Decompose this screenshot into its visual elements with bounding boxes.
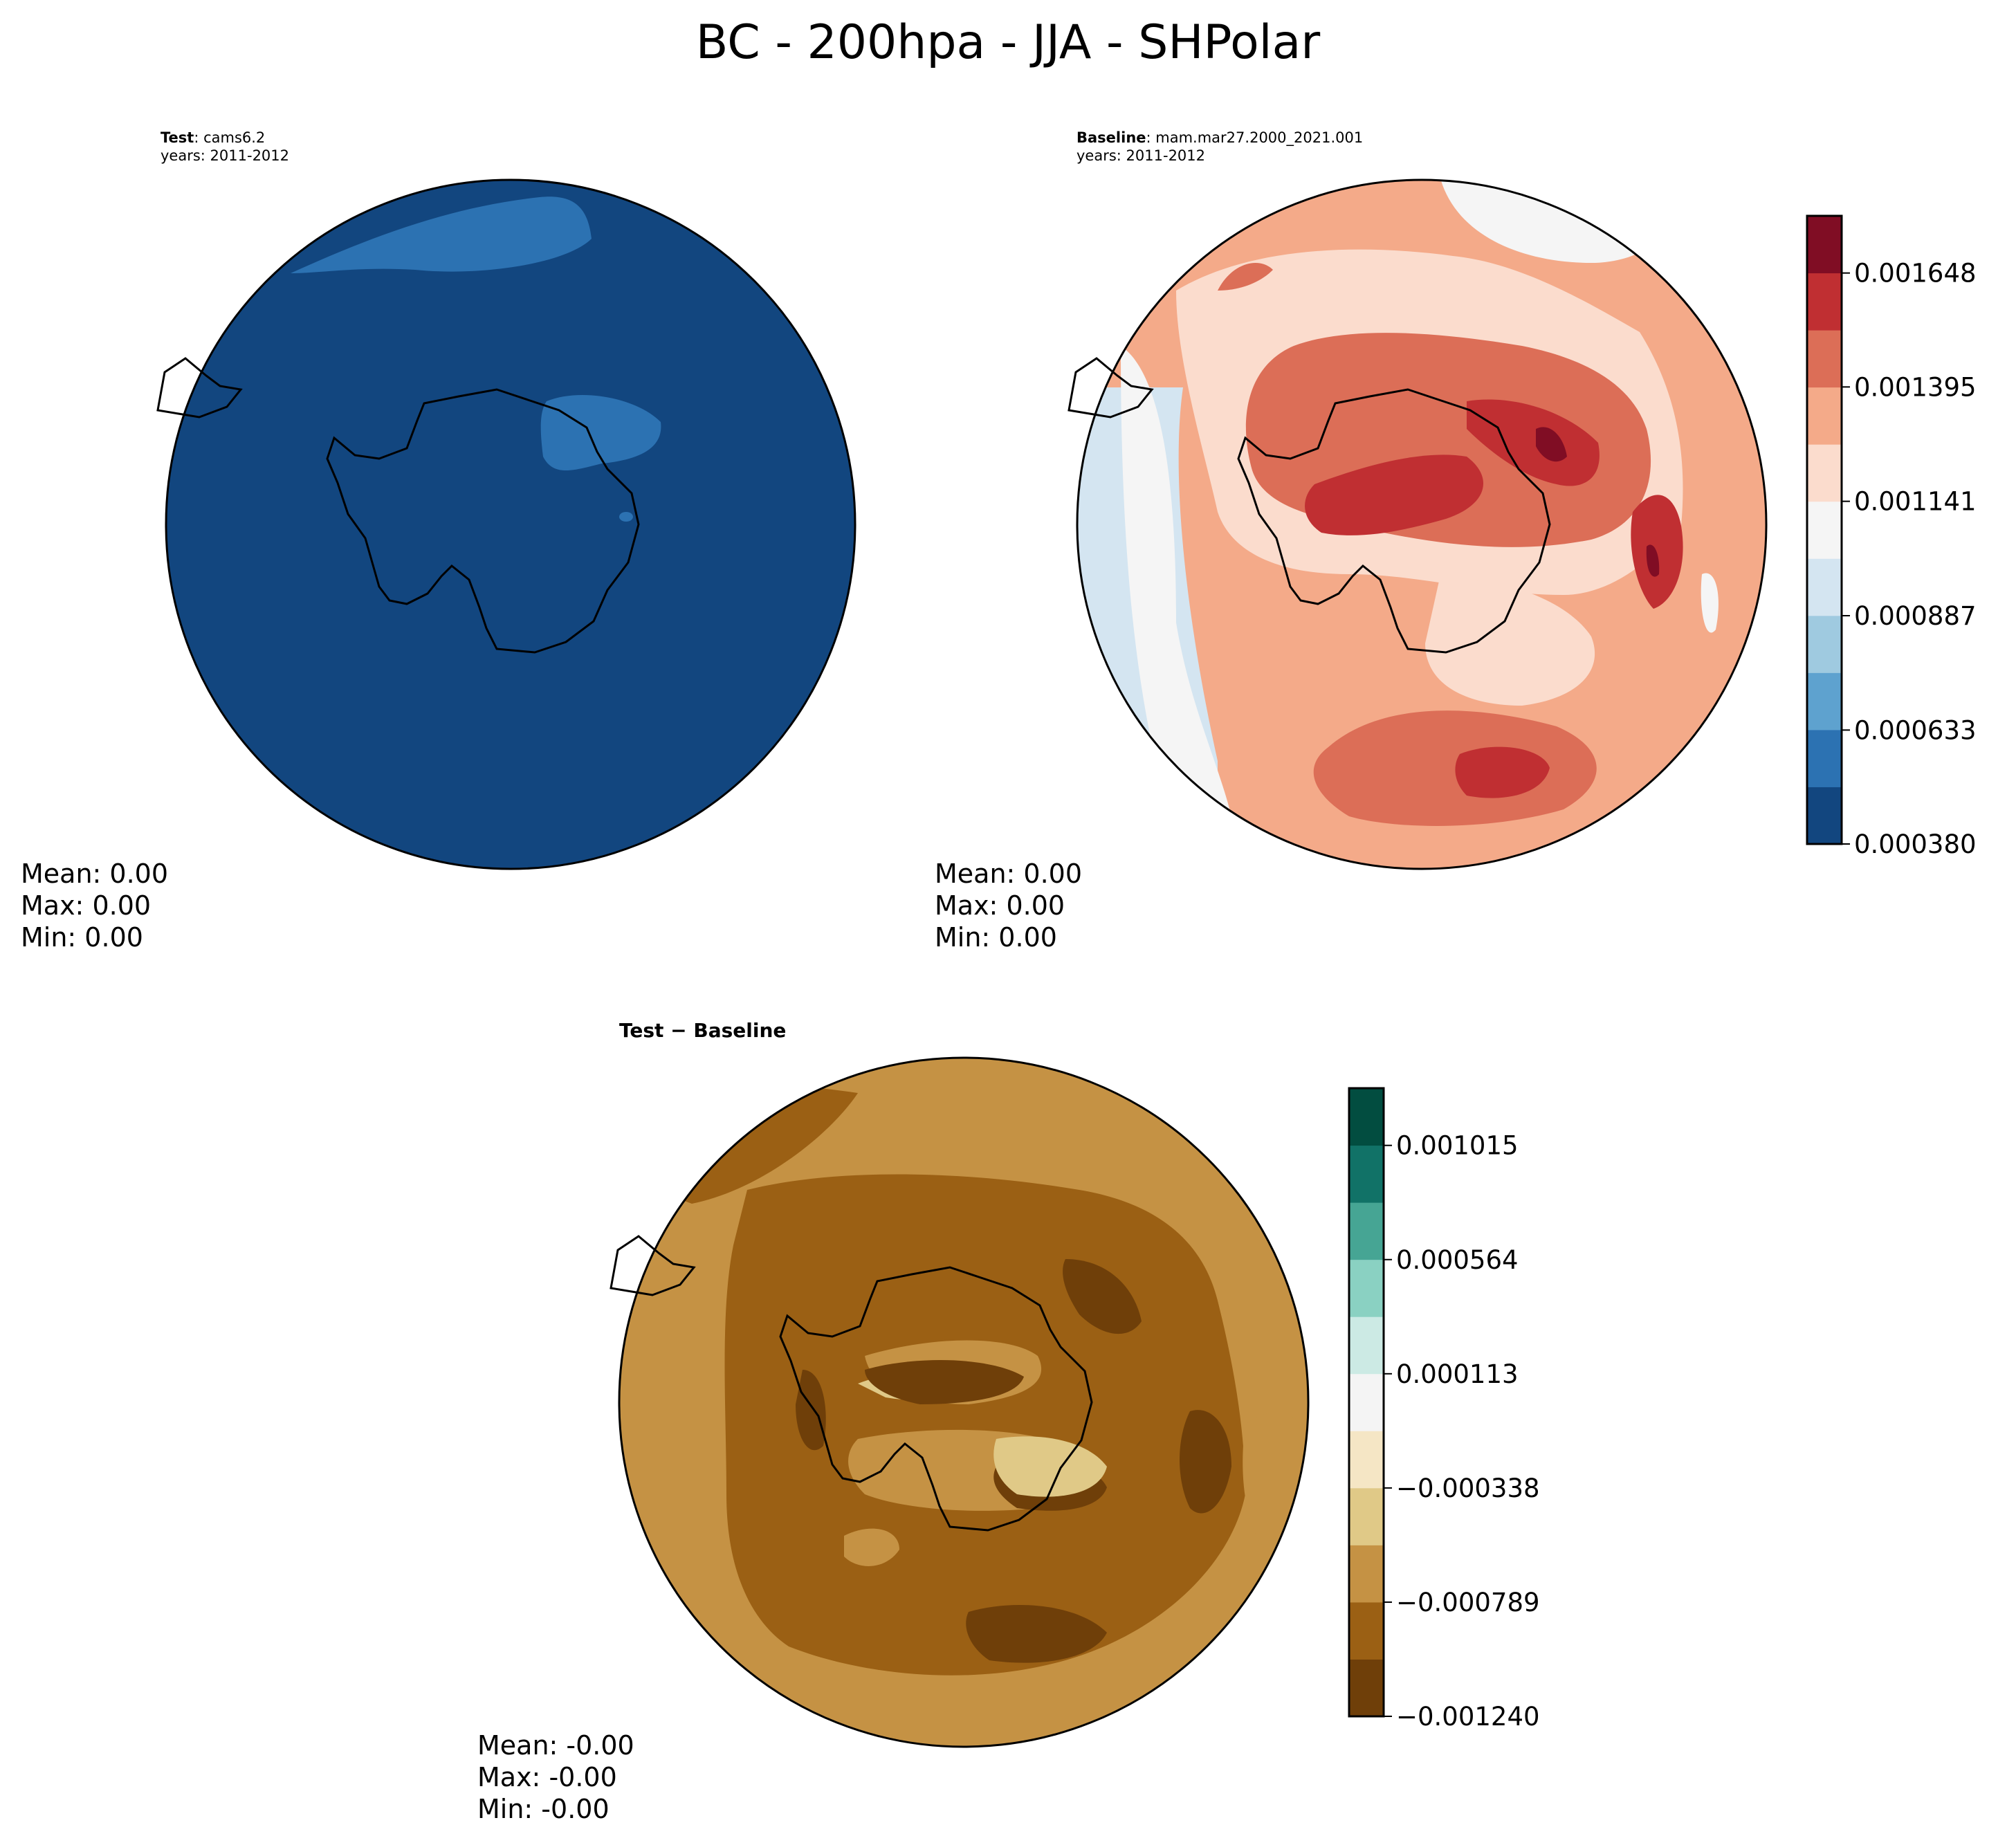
difference-map-low-left bbox=[796, 1370, 826, 1451]
difference-colorbar-level-5 bbox=[1349, 1373, 1384, 1431]
baseline-colorbar-level-1 bbox=[1807, 729, 1842, 787]
difference-title: Test − Baseline bbox=[619, 1019, 787, 1042]
difference-map-lighter-south bbox=[993, 1436, 1107, 1497]
difference-map-light-patch bbox=[844, 1528, 899, 1566]
difference-map-low-band bbox=[865, 1360, 1024, 1404]
baseline-stats: Mean: 0.00 Max: 0.00 Min: 0.00 bbox=[935, 858, 1082, 953]
difference-colorbar-level-10 bbox=[1349, 1088, 1384, 1146]
baseline-map bbox=[1067, 178, 1768, 870]
baseline-map-high-band bbox=[1305, 455, 1483, 535]
baseline-colorbar-tick-label: 0.000380 bbox=[1854, 829, 1977, 859]
difference-colorbar-tick-label: 0.001015 bbox=[1396, 1131, 1519, 1161]
difference-colorbar-level-9 bbox=[1349, 1145, 1384, 1203]
difference-colorbar-level-6 bbox=[1349, 1316, 1384, 1375]
difference-map-border bbox=[618, 1056, 1310, 1748]
difference-colorbar-level-2 bbox=[1349, 1545, 1384, 1603]
difference-map bbox=[610, 1056, 1310, 1748]
figure-title: BC - 200hpa - JJA - SHPolar bbox=[695, 15, 1321, 70]
baseline-map-high-right bbox=[1631, 495, 1683, 609]
baseline-colorbar-tick-label: 0.000887 bbox=[1854, 601, 1977, 631]
test-map bbox=[156, 178, 856, 870]
baseline-map-peak-north bbox=[1536, 427, 1567, 462]
baseline-colorbar-tick-label: 0.001141 bbox=[1854, 487, 1977, 517]
difference-max: Max: -0.00 bbox=[477, 1762, 617, 1792]
baseline-case-name: : mam.mar27.2000_2021.001 bbox=[1146, 129, 1364, 146]
baseline-years: years: 2011-2012 bbox=[1076, 147, 1206, 164]
baseline-colorbar-tick-label: 0.001395 bbox=[1854, 372, 1977, 402]
difference-map-low-right bbox=[1180, 1410, 1231, 1514]
difference-map-light-east bbox=[1243, 1413, 1308, 1550]
baseline-colorbar: 0.000380 0.000633 0.000887 0.001141 0.001395… bbox=[1806, 214, 1977, 859]
baseline-map-mid-north bbox=[1218, 263, 1273, 291]
difference-min: Min: -0.00 bbox=[477, 1794, 610, 1824]
baseline-colorbar-level-4 bbox=[1807, 558, 1842, 616]
difference-mean: Mean: -0.00 bbox=[477, 1730, 634, 1761]
test-map-fill bbox=[166, 180, 855, 869]
baseline-map-mid-south bbox=[1313, 710, 1597, 826]
test-min: Min: 0.00 bbox=[21, 922, 143, 953]
difference-colorbar-level-7 bbox=[1349, 1259, 1384, 1317]
difference-colorbar-level-3 bbox=[1349, 1487, 1384, 1545]
test-years: years: 2011-2012 bbox=[161, 147, 290, 164]
difference-colorbar-level-0 bbox=[1349, 1659, 1384, 1717]
difference-colorbar-level-4 bbox=[1349, 1431, 1384, 1489]
baseline-colorbar-level-5 bbox=[1807, 501, 1842, 559]
test-map-patch-east-antarctica bbox=[540, 395, 661, 470]
difference-colorbar-tick-label: −0.000338 bbox=[1396, 1474, 1540, 1503]
baseline-colorbar-level-8 bbox=[1807, 330, 1842, 388]
test-label: Test bbox=[161, 129, 194, 146]
difference-map-low-far-south bbox=[966, 1605, 1107, 1663]
difference-colorbar-tick-label: 0.000113 bbox=[1396, 1359, 1519, 1389]
test-map-border bbox=[165, 178, 856, 870]
baseline-map-peak-right bbox=[1646, 544, 1660, 577]
test-panel-header: Test: cams6.2 years: 2011-2012 bbox=[161, 129, 289, 165]
test-max: Max: 0.00 bbox=[21, 890, 152, 921]
difference-colorbar-tick-label: −0.000789 bbox=[1396, 1588, 1540, 1617]
baseline-map-light-center bbox=[1425, 580, 1595, 706]
baseline-map-high-south bbox=[1455, 746, 1550, 798]
test-mean: Mean: 0.00 bbox=[21, 859, 169, 889]
difference-colorbar-outline bbox=[1348, 1087, 1385, 1718]
test-map-patch-small bbox=[619, 512, 633, 522]
baseline-colorbar-level-6 bbox=[1807, 444, 1842, 502]
difference-colorbar-level-1 bbox=[1349, 1601, 1384, 1660]
baseline-colorbar-level-7 bbox=[1807, 387, 1842, 445]
baseline-map-high-east bbox=[1467, 399, 1600, 486]
baseline-map-neutral-east bbox=[1701, 573, 1719, 633]
baseline-colorbar-level-3 bbox=[1807, 615, 1842, 673]
test-map-patch-north bbox=[291, 196, 592, 273]
difference-stats: Mean: -0.00 Max: -0.00 Min: -0.00 bbox=[477, 1729, 634, 1825]
baseline-colorbar-level-0 bbox=[1807, 787, 1842, 845]
baseline-colorbar-tick-label: 0.000633 bbox=[1854, 715, 1977, 745]
test-stats: Mean: 0.00 Max: 0.00 Min: 0.00 bbox=[21, 858, 168, 953]
baseline-label: Baseline bbox=[1076, 129, 1146, 146]
baseline-max: Max: 0.00 bbox=[935, 890, 1065, 921]
difference-colorbar-level-8 bbox=[1349, 1202, 1384, 1260]
baseline-panel-header: Baseline: mam.mar27.2000_2021.001 years:… bbox=[1076, 129, 1363, 165]
difference-map-low-east bbox=[1063, 1259, 1142, 1334]
baseline-mean: Mean: 0.00 bbox=[935, 859, 1083, 889]
difference-colorbar: −0.001240 −0.000789 −0.000338 0.000113 0.000… bbox=[1348, 1087, 1540, 1732]
baseline-map-border bbox=[1076, 178, 1768, 870]
test-case-name: : cams6.2 bbox=[194, 129, 266, 146]
baseline-colorbar-level-9 bbox=[1807, 273, 1842, 331]
baseline-colorbar-level-10 bbox=[1807, 216, 1842, 274]
baseline-colorbar-outline bbox=[1806, 214, 1843, 845]
baseline-map-neutral-west bbox=[1121, 346, 1231, 816]
baseline-colorbar-level-2 bbox=[1807, 672, 1842, 731]
baseline-min: Min: 0.00 bbox=[935, 922, 1057, 953]
difference-colorbar-tick-label: −0.001240 bbox=[1396, 1702, 1540, 1732]
difference-colorbar-tick-label: 0.000564 bbox=[1396, 1245, 1519, 1275]
baseline-colorbar-tick-label: 0.001648 bbox=[1854, 259, 1977, 288]
